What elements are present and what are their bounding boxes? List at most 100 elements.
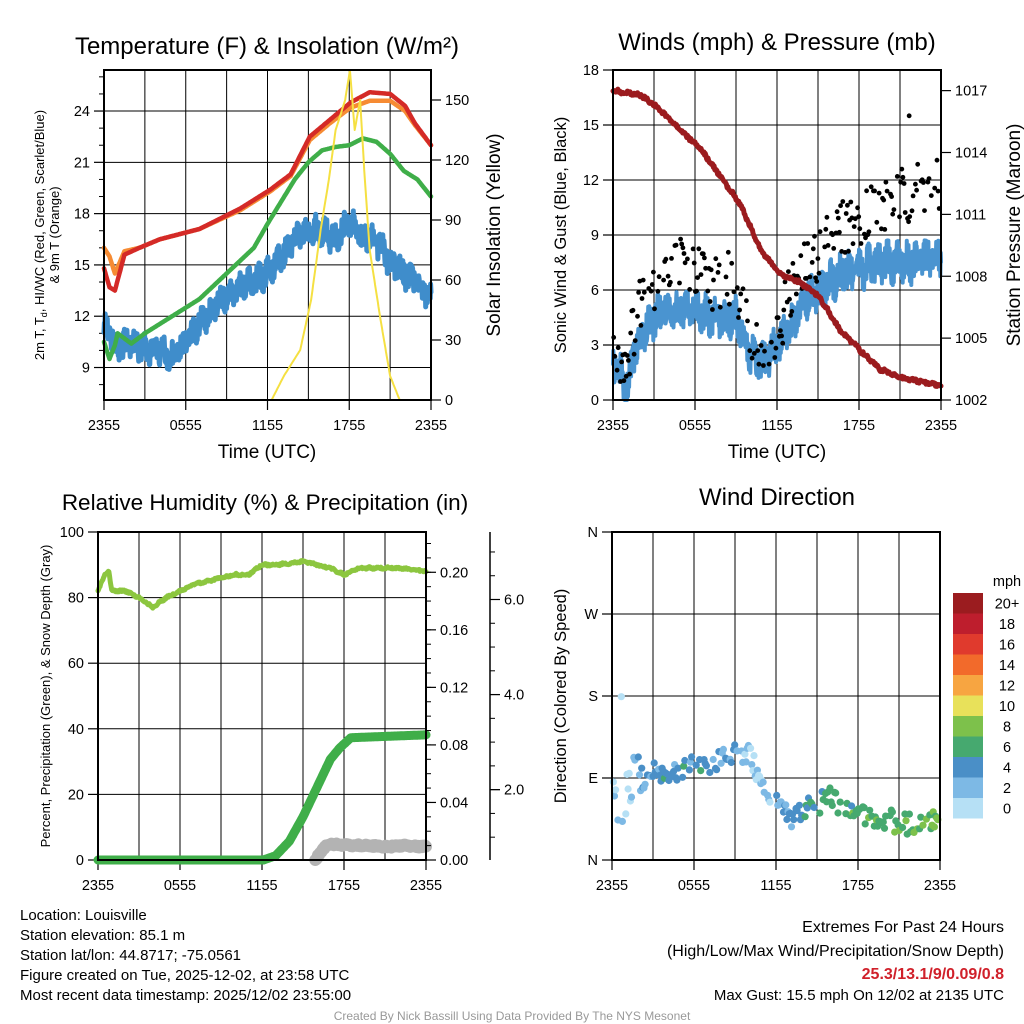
wind-direction-point bbox=[773, 791, 781, 800]
gust-point bbox=[872, 188, 877, 194]
gust-point bbox=[816, 270, 822, 276]
wind-direction-point bbox=[783, 815, 791, 824]
gust-point bbox=[737, 307, 742, 313]
insolation-y-axis-label: Solar Insolation (Yellow) bbox=[484, 133, 505, 336]
info-elevation: Station elevation: 85.1 m bbox=[20, 927, 185, 944]
wind-direction-point bbox=[748, 761, 756, 769]
legend-label: 20+ bbox=[995, 596, 1020, 612]
wind-direction-point bbox=[866, 806, 874, 814]
wind-direction-point bbox=[622, 810, 630, 818]
insolation-axis-tick-label: 60 bbox=[445, 273, 461, 289]
gust-point bbox=[747, 348, 753, 354]
gust-point bbox=[775, 315, 781, 321]
x-tick-label: 1755 bbox=[328, 878, 360, 894]
wind-direction-point bbox=[899, 823, 907, 832]
legend-title: mph bbox=[993, 574, 1021, 590]
wind-direction-point bbox=[793, 807, 801, 815]
wind-direction-point bbox=[609, 778, 618, 786]
pressure-axis-tick-label: 1011 bbox=[955, 207, 986, 223]
wind-direction-point bbox=[888, 808, 897, 816]
wind-direction-point bbox=[702, 762, 711, 770]
y-tick-label: E bbox=[588, 771, 598, 787]
legend-label: 8 bbox=[1003, 719, 1011, 735]
legend-swatch bbox=[953, 777, 983, 798]
legend-swatch bbox=[953, 634, 983, 655]
gust-point bbox=[700, 251, 706, 257]
legend-label: 4 bbox=[1003, 760, 1011, 776]
gust-point bbox=[630, 307, 636, 313]
info-created: Figure created on Tue, 2025-12-02, at 23… bbox=[20, 967, 350, 984]
series-line-relative-humidity bbox=[95, 558, 429, 611]
wind-direction-point bbox=[917, 813, 925, 821]
x-tick-label: 2355 bbox=[596, 878, 628, 894]
rh-plot-area: 0 20 40 60 80 100 2355 0555 1155 1755 2355 bbox=[60, 525, 442, 894]
gust-point bbox=[834, 209, 840, 215]
gust-point bbox=[652, 306, 657, 312]
gust-point bbox=[813, 275, 818, 281]
extremes-subtitle: (High/Low/Max Wind/Precipitation/Snow De… bbox=[667, 943, 1004, 960]
precip-axis-tick-label: 0.04 bbox=[440, 795, 468, 811]
gust-point bbox=[621, 378, 627, 384]
y-tick-label: 80 bbox=[68, 591, 84, 607]
y-tick-label: 6 bbox=[591, 283, 599, 299]
gust-point bbox=[694, 288, 699, 294]
gust-point bbox=[780, 340, 786, 346]
gust-point bbox=[640, 277, 646, 283]
gust-point bbox=[897, 214, 902, 220]
y-tick-label: 15 bbox=[74, 258, 90, 274]
x-tick-label: 0555 bbox=[164, 878, 196, 894]
legend-label: 0 bbox=[1003, 801, 1011, 817]
wind-direction-point bbox=[919, 821, 927, 829]
wind-direction-point bbox=[787, 823, 796, 831]
wind-direction-point bbox=[719, 745, 728, 754]
x-tick-label: 0555 bbox=[170, 418, 202, 434]
gust-point bbox=[787, 296, 792, 302]
wind-direction-point bbox=[688, 753, 696, 761]
gust-point bbox=[749, 355, 755, 361]
y-tick-label: W bbox=[584, 607, 598, 623]
gust-point bbox=[758, 343, 764, 348]
gust-point bbox=[681, 251, 687, 256]
gust-point bbox=[627, 371, 632, 377]
gust-point bbox=[901, 181, 907, 186]
gust-point bbox=[623, 373, 629, 379]
legend-swatch bbox=[953, 654, 983, 675]
wind-chart-title: Winds (mph) & Pressure (mb) bbox=[618, 29, 935, 56]
gust-point bbox=[691, 260, 697, 266]
wind-direction-point bbox=[930, 823, 939, 831]
info-latest-timestamp: Most recent data timestamp: 2025/12/02 2… bbox=[20, 987, 351, 1004]
gust-point bbox=[889, 194, 894, 200]
wind-direction-point bbox=[905, 810, 914, 818]
gust-point bbox=[755, 348, 761, 353]
gust-point bbox=[831, 246, 837, 251]
y-tick-label: 0 bbox=[591, 393, 599, 409]
plot-frame bbox=[103, 69, 432, 401]
gust-point bbox=[702, 255, 707, 261]
wind-direction-point bbox=[879, 818, 887, 826]
gust-point bbox=[934, 157, 940, 163]
wind-direction-point bbox=[635, 771, 644, 779]
gust-point bbox=[723, 274, 729, 280]
gust-point bbox=[807, 274, 813, 280]
legend-swatch bbox=[953, 716, 983, 737]
gust-point bbox=[857, 226, 863, 232]
gust-point bbox=[687, 287, 693, 292]
pressure-axis-tick-label: 1008 bbox=[955, 269, 987, 285]
y-tick-label: 20 bbox=[68, 787, 84, 803]
series-line-2m-t bbox=[101, 89, 434, 293]
wind-direction-point bbox=[816, 809, 824, 817]
gust-point bbox=[651, 269, 656, 275]
x-tick-label: 1155 bbox=[760, 878, 791, 894]
y-tick-label: 12 bbox=[74, 309, 90, 325]
y-tick-label: 3 bbox=[591, 338, 599, 354]
wind-direction-point bbox=[713, 766, 721, 774]
x-tick-label: 1155 bbox=[252, 418, 283, 434]
gust-point bbox=[635, 313, 640, 319]
gust-point bbox=[891, 207, 897, 213]
wind-direction-point bbox=[861, 820, 869, 828]
precip-axis-tick-label: 0.08 bbox=[440, 738, 468, 754]
wind-direction-point bbox=[717, 759, 725, 767]
gust-point bbox=[845, 202, 850, 208]
gust-point bbox=[716, 262, 722, 268]
wdir-plot-area: N E S W N 2355 0555 1155 1755 2355 bbox=[584, 525, 956, 894]
